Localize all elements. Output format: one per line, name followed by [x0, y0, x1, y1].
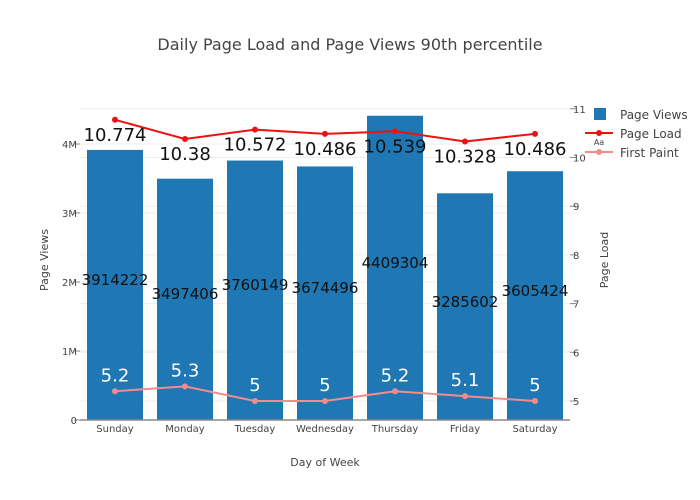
y2-tick-label: 5 [573, 397, 579, 408]
y-axis-title: Page Views [38, 229, 51, 291]
point-first-paint [322, 398, 328, 404]
y2-axis-ticks: 5 6 7 8 9 10 11 [570, 105, 586, 408]
point-first-paint [532, 398, 538, 404]
point-first-paint [112, 388, 118, 395]
point-first-paint [392, 388, 398, 395]
line-labels: 10.774 10.38 10.572 10.486 10.539 10.328 10.48… [84, 125, 567, 396]
y-tick-label: 2M [62, 278, 77, 289]
bar-page-views [437, 193, 493, 420]
y2-tick-label: 10 [573, 154, 586, 165]
bar-label-page-views: 3605424 [502, 282, 569, 300]
bar-page-views [227, 160, 283, 420]
legend: Page Views Aa Page Load First Paint [585, 108, 688, 160]
x-tick-label: Saturday [512, 424, 557, 435]
data-label-page-load: 10.539 [364, 136, 427, 157]
x-tick-label: Friday [450, 424, 480, 435]
x-tick-label: Thursday [371, 424, 419, 435]
y2-axis-title: Page Load [598, 232, 611, 289]
legend-marker-page-load [596, 130, 602, 136]
bars [87, 115, 563, 420]
data-label-page-load: 10.572 [224, 135, 287, 156]
point-page-load [182, 135, 188, 142]
point-first-paint [252, 398, 258, 404]
data-label-page-load: 10.774 [84, 125, 147, 146]
bar-page-views [367, 115, 423, 420]
x-tick-label: Monday [165, 424, 205, 435]
x-axis-ticks: Sunday Monday Tuesday Wednesday Thursday Frid… [96, 424, 557, 435]
bar-label-page-views: 4409304 [362, 254, 429, 272]
point-first-paint [182, 383, 188, 390]
data-label-page-load: 10.486 [294, 139, 357, 160]
bar-label-page-views: 3674496 [292, 279, 359, 297]
data-label-page-load: 10.486 [504, 139, 567, 160]
chart-title: Daily Page Load and Page Views 90th perc… [157, 35, 542, 54]
data-label-page-load: 10.328 [434, 147, 497, 168]
y-tick-label: 4M [62, 140, 77, 151]
point-page-load [112, 116, 118, 123]
bar-label-page-views: 3914222 [82, 271, 149, 289]
legend-marker-first-paint [596, 149, 602, 155]
y-axis-ticks: 0 1M 2M 3M 4M [62, 140, 80, 427]
data-label-first-paint: 5.2 [101, 365, 130, 386]
legend-label-first-paint[interactable]: First Paint [620, 146, 679, 160]
bar-page-views [87, 149, 143, 420]
point-page-load [392, 128, 398, 135]
y2-tick-label: 8 [573, 251, 579, 262]
x-axis-title: Day of Week [290, 456, 360, 469]
y2-tick-label: 6 [573, 348, 579, 359]
legend-label-page-load[interactable]: Page Load [620, 127, 682, 141]
point-page-load [322, 130, 328, 137]
y-tick-label: 0 [71, 416, 77, 427]
legend-text-hint: Aa [594, 138, 604, 147]
bar-page-views [157, 178, 213, 420]
point-first-paint [462, 393, 468, 400]
legend-label-page-views[interactable]: Page Views [620, 108, 688, 122]
y2-tick-label: 7 [573, 300, 579, 311]
data-label-first-paint: 5.2 [381, 365, 410, 386]
data-label-first-paint: 5 [319, 375, 330, 396]
data-label-first-paint: 5 [529, 375, 540, 396]
x-tick-label: Tuesday [234, 424, 276, 435]
data-label-first-paint: 5.3 [171, 360, 200, 381]
point-page-load [532, 130, 538, 137]
bar-label-page-views: 3760149 [222, 276, 289, 294]
lines [112, 116, 538, 404]
point-page-load [252, 126, 258, 133]
data-label-page-load: 10.38 [159, 144, 211, 165]
point-page-load [462, 138, 468, 145]
y2-tick-label: 9 [573, 202, 579, 213]
legend-swatch-page-views [594, 108, 606, 120]
y-tick-label: 3M [62, 209, 77, 220]
y2-tick-label: 11 [573, 105, 586, 116]
bar-page-views [297, 166, 353, 420]
bar-label-page-views: 3285602 [432, 293, 499, 311]
data-label-first-paint: 5.1 [451, 370, 480, 391]
bar-label-page-views: 3497406 [152, 285, 219, 303]
y-tick-label: 1M [62, 347, 77, 358]
x-tick-label: Sunday [96, 424, 133, 435]
x-tick-label: Wednesday [296, 424, 354, 435]
bar-page-views [507, 171, 563, 420]
data-label-first-paint: 5 [249, 375, 260, 396]
